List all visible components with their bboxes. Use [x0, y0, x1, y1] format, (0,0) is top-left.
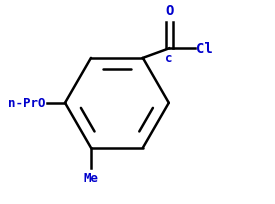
Text: c: c: [165, 51, 173, 64]
Text: Cl: Cl: [196, 42, 213, 56]
Text: O: O: [165, 4, 173, 18]
Text: Me: Me: [83, 171, 98, 184]
Text: n-PrO: n-PrO: [7, 97, 45, 110]
